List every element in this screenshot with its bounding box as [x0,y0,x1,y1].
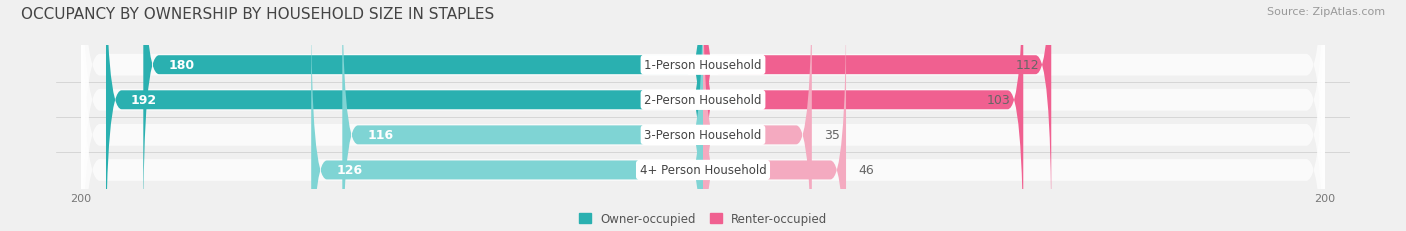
FancyBboxPatch shape [82,0,1324,231]
FancyBboxPatch shape [82,0,1324,231]
Text: 2-Person Household: 2-Person Household [644,94,762,107]
Text: 3-Person Household: 3-Person Household [644,129,762,142]
Text: 46: 46 [859,164,875,177]
Text: 180: 180 [169,59,194,72]
FancyBboxPatch shape [703,0,1024,231]
FancyBboxPatch shape [105,0,703,231]
Text: OCCUPANCY BY OWNERSHIP BY HOUSEHOLD SIZE IN STAPLES: OCCUPANCY BY OWNERSHIP BY HOUSEHOLD SIZE… [21,7,495,22]
FancyBboxPatch shape [82,0,1324,231]
Text: 1-Person Household: 1-Person Household [644,59,762,72]
Text: 126: 126 [336,164,363,177]
Text: 4+ Person Household: 4+ Person Household [640,164,766,177]
FancyBboxPatch shape [703,0,1052,231]
FancyBboxPatch shape [82,0,1324,231]
Text: Source: ZipAtlas.com: Source: ZipAtlas.com [1267,7,1385,17]
Text: 192: 192 [131,94,157,107]
FancyBboxPatch shape [703,5,846,231]
Text: 116: 116 [367,129,394,142]
FancyBboxPatch shape [703,0,811,231]
Legend: Owner-occupied, Renter-occupied: Owner-occupied, Renter-occupied [579,212,827,225]
FancyBboxPatch shape [342,0,703,231]
Text: 103: 103 [987,94,1011,107]
Text: 112: 112 [1015,59,1039,72]
Text: 35: 35 [824,129,841,142]
FancyBboxPatch shape [311,5,703,231]
FancyBboxPatch shape [143,0,703,231]
